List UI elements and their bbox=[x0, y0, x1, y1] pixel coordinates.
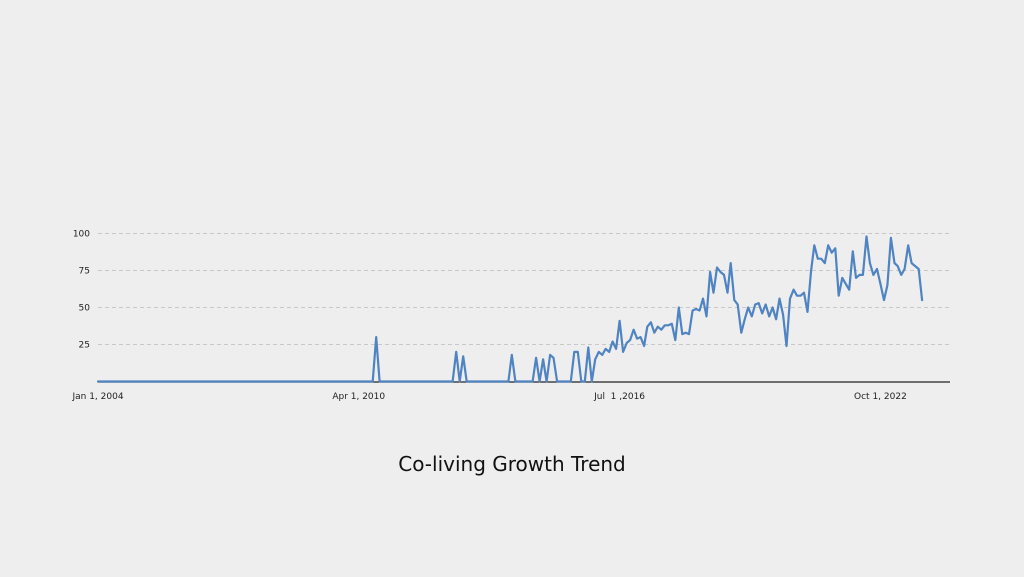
series-line bbox=[96, 235, 924, 383]
y-axis-ticks: 25 50 75 100 bbox=[73, 230, 90, 351]
x-axis-ticks: Jan 1, 2004 Apr 1, 2010 Jul 1 ,2016 Oct 1, … bbox=[71, 392, 906, 402]
y-tick-label: 50 bbox=[79, 304, 91, 314]
gridlines bbox=[98, 233, 950, 345]
chart-title: Co-living Growth Trend bbox=[398, 452, 626, 476]
y-tick-label: 100 bbox=[73, 230, 90, 240]
x-tick-label: Oct 1, 2022 bbox=[854, 392, 907, 402]
y-tick-label: 75 bbox=[79, 267, 90, 277]
x-tick-label: Jan 1, 2004 bbox=[71, 392, 123, 402]
y-tick-label: 25 bbox=[79, 341, 90, 351]
x-tick-label: Jul 1 ,2016 bbox=[593, 392, 645, 402]
x-tick-label: Apr 1, 2010 bbox=[332, 392, 385, 402]
